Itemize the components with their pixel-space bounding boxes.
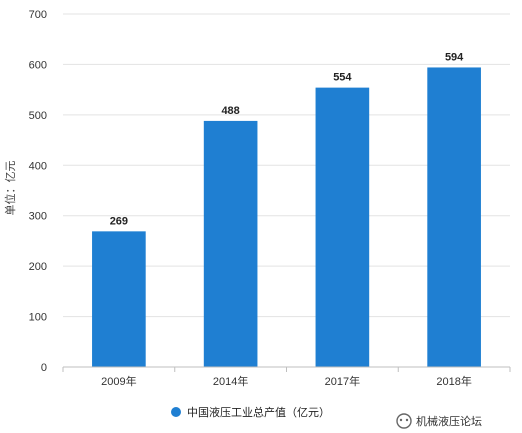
y-tick-label: 100 (29, 312, 47, 324)
y-axis-ticks: 0 100 200 300 400 500 600 700 (29, 9, 47, 374)
y-tick-label: 400 (29, 160, 47, 172)
y-tick-label: 200 (29, 261, 47, 273)
bar-value-label: 488 (221, 105, 239, 117)
y-tick-label: 500 (29, 110, 47, 122)
y-tick-label: 0 (41, 362, 47, 374)
y-tick-label: 600 (29, 59, 47, 71)
watermark-text: 机械液压论坛 (416, 414, 482, 428)
y-tick-label: 300 (29, 211, 47, 223)
bar (92, 231, 146, 367)
bars (92, 67, 481, 367)
wechat-logo-dot (405, 418, 409, 422)
bar-value-label: 594 (445, 51, 464, 63)
y-axis-label: 单位：亿元 (3, 161, 17, 216)
bar-value-labels: 269 488 554 594 (110, 51, 464, 227)
x-tick-label: 2009年 (101, 374, 136, 388)
x-tick-label: 2017年 (325, 374, 360, 388)
bar-value-label: 554 (333, 72, 352, 84)
wechat-logo-dot (399, 418, 403, 422)
legend-marker (171, 407, 181, 417)
x-axis-ticks: 2009年 2014年 2017年 2018年 (62, 367, 511, 388)
legend: 中国液压工业总产值（亿元） (171, 405, 330, 419)
legend-label: 中国液压工业总产值（亿元） (187, 405, 330, 419)
y-tick-label: 700 (29, 9, 47, 21)
wechat-logo-icon (396, 413, 412, 429)
x-tick-label: 2014年 (213, 374, 248, 388)
bar (427, 67, 481, 367)
bar (203, 120, 258, 367)
watermark: 机械液压论坛 (396, 413, 482, 429)
x-tick-label: 2018年 (436, 374, 471, 388)
bar-value-label: 269 (110, 215, 128, 227)
bar (315, 87, 370, 367)
